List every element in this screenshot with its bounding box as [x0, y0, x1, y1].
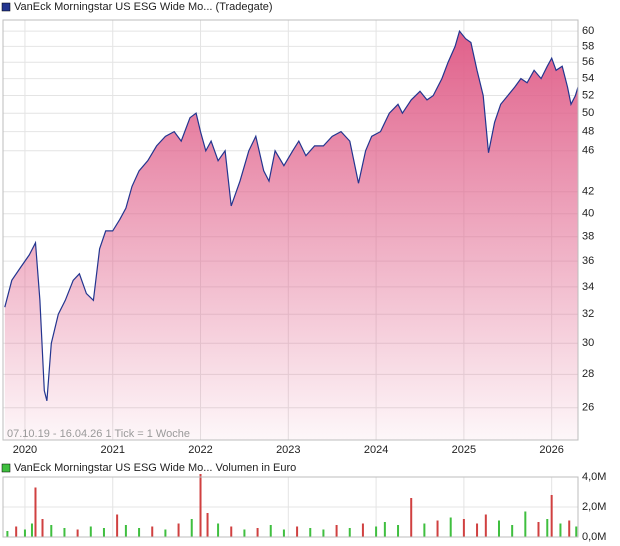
y-tick-label: 0,0M — [582, 531, 606, 543]
volume-bar — [15, 526, 18, 537]
volume-bar — [335, 525, 338, 537]
y-tick-label: 36 — [582, 255, 594, 267]
volume-bar — [348, 528, 351, 537]
volume-bar — [256, 528, 259, 537]
volume-bar — [462, 519, 465, 537]
plot-frame — [2, 19, 579, 441]
volume-bar — [30, 523, 33, 537]
y-tick-label: 28 — [582, 368, 594, 380]
y-tick-label: 50 — [582, 107, 594, 119]
volume-bar — [76, 529, 79, 537]
y-tick-label: 42 — [582, 186, 594, 198]
volume-bar — [550, 495, 553, 537]
volume-bar — [296, 526, 299, 537]
volume-bar — [476, 523, 479, 537]
volume-bar — [199, 474, 202, 537]
volume-title: VanEck Morningstar US ESG Wide Mo... Vol… — [14, 462, 296, 474]
volume-bar — [23, 529, 26, 537]
volume-bar — [484, 514, 487, 537]
volume-bar — [397, 525, 400, 537]
y-tick-label: 54 — [582, 72, 594, 84]
y-tick-label: 34 — [582, 281, 594, 293]
y-tick-label: 2,0M — [582, 501, 606, 513]
volume-bar — [361, 523, 364, 537]
legend-icon — [1, 2, 11, 12]
volume-bar — [6, 531, 9, 537]
volume-bar — [511, 525, 514, 537]
y-tick-label: 4,0M — [582, 471, 606, 483]
volume-bar — [568, 520, 571, 537]
volume-bar — [309, 528, 312, 537]
volume-bar — [177, 523, 180, 537]
y-tick-label: 32 — [582, 308, 594, 320]
y-tick-label: 26 — [582, 402, 594, 414]
price-area — [4, 31, 579, 440]
plot-frame — [2, 476, 579, 538]
volume-bar — [436, 520, 439, 537]
x-tick-label: 2026 — [539, 444, 563, 456]
price-panel: 2020 2021 2022 2023 2024 2025 2026 26 28 30 32 34 36… — [2, 19, 594, 456]
y-tick-label: 60 — [582, 25, 594, 37]
volume-bar — [449, 517, 452, 537]
y-tick-label: 56 — [582, 56, 594, 68]
volume-bar — [63, 528, 66, 537]
x-tick-label: 2022 — [188, 444, 212, 456]
x-tick-label: 2023 — [276, 444, 300, 456]
volume-bar — [217, 523, 220, 537]
volume-bar — [41, 519, 44, 537]
x-tick-label: 2024 — [364, 444, 388, 456]
volume-bar — [50, 525, 53, 537]
y-tick-label: 40 — [582, 208, 594, 220]
volume-bar — [151, 526, 154, 537]
price-line — [4, 29, 579, 401]
volume-bar — [575, 526, 578, 537]
volume-bar — [497, 520, 500, 537]
volume-bar — [230, 526, 233, 537]
volume-bar — [138, 528, 141, 537]
volume-bar — [410, 498, 413, 537]
volume-bar — [206, 513, 209, 537]
volume-bar — [282, 529, 285, 537]
subtitle: 07.10.19 - 16.04.26 1 Tick = 1 Woche — [7, 428, 190, 440]
y-tick-label: 52 — [582, 89, 594, 101]
y-tick-label: 46 — [582, 145, 594, 157]
y-tick-label: 58 — [582, 40, 594, 52]
volume-bar — [537, 522, 540, 537]
volume-panel: 0,0M 2,0M 4,0M — [2, 471, 606, 543]
volume-bar — [423, 523, 426, 537]
x-tick-label: 2020 — [13, 444, 37, 456]
volume-bar — [243, 529, 246, 537]
x-tick-label: 2021 — [100, 444, 124, 456]
volume-bar — [546, 519, 549, 537]
y-tick-label: 30 — [582, 337, 594, 349]
volume-bar — [559, 523, 562, 537]
chart-title: VanEck Morningstar US ESG Wide Mo... (Tr… — [14, 1, 273, 13]
y-tick-label: 48 — [582, 126, 594, 138]
volume-bar — [116, 514, 119, 537]
y-tick-label: 38 — [582, 231, 594, 243]
volume-bar — [383, 522, 386, 537]
x-tick-label: 2025 — [452, 444, 476, 456]
volume-bar — [164, 529, 167, 537]
volume-bar — [124, 525, 127, 537]
volume-bar — [89, 526, 92, 537]
volume-bar — [269, 525, 272, 537]
volume-bar — [524, 511, 527, 537]
legend-icon — [1, 463, 11, 473]
volume-bar — [34, 487, 37, 537]
volume-bar — [322, 529, 325, 537]
volume-bar — [102, 528, 105, 537]
volume-bar — [190, 519, 193, 537]
volume-bar — [375, 526, 378, 537]
